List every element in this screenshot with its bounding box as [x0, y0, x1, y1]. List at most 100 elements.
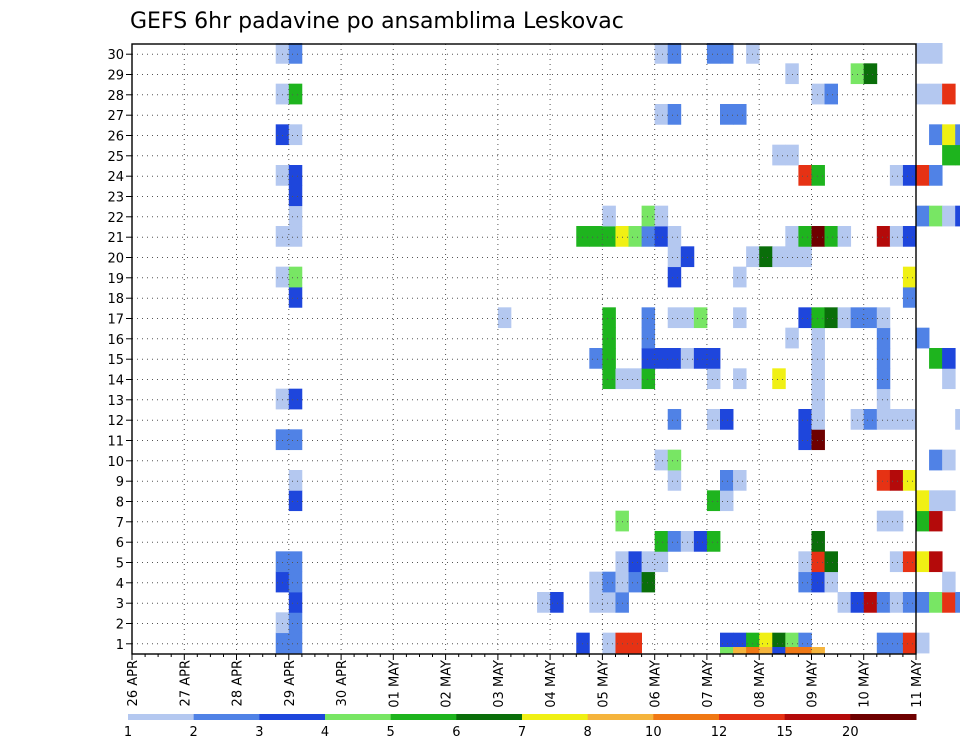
heatmap-cell [667, 43, 682, 64]
heatmap-cell [720, 409, 734, 430]
heatmap-cell [615, 571, 629, 593]
heatmap-cell [628, 571, 642, 593]
y-tick-label: 28 [107, 89, 124, 104]
heatmap-cell [837, 307, 852, 329]
heatmap-cell [811, 327, 825, 349]
heatmap-cell [275, 266, 290, 288]
heatmap-cell [811, 531, 825, 552]
heatmap-cell [288, 266, 303, 288]
colorbar-label: 7 [518, 725, 526, 740]
heatmap-cell [615, 226, 629, 247]
heatmap-cell [837, 592, 852, 613]
heatmap-cell [654, 348, 669, 369]
heatmap-cell [902, 632, 917, 654]
heatmap-cell [720, 43, 734, 64]
heatmap-cell [824, 83, 838, 105]
x-tick-label: 28 APR [231, 660, 246, 706]
heatmap-cell [772, 246, 786, 268]
heatmap-cell [942, 490, 956, 512]
heatmap-cell [641, 348, 656, 369]
heatmap-cell [902, 226, 917, 247]
heatmap-cell [929, 510, 943, 532]
heatmap-cell [589, 226, 603, 247]
heatmap-cell [850, 409, 865, 430]
x-tick-label: 29 APR [283, 660, 298, 706]
colorbar-swatch [128, 714, 195, 720]
heatmap-cell [628, 632, 642, 654]
y-tick-label: 18 [107, 292, 124, 307]
x-tick-label: 05 MAY [596, 660, 611, 708]
x-tick-label: 07 MAY [701, 660, 716, 708]
strip-cell [746, 647, 760, 654]
heatmap-cell [288, 83, 303, 105]
heatmap-cell [785, 246, 799, 268]
heatmap-cell [837, 226, 852, 247]
colorbar-swatch [784, 714, 851, 720]
heatmap-cell [680, 246, 695, 268]
heatmap-cell [641, 205, 656, 227]
heatmap-cell [288, 470, 303, 491]
heatmap-cell [876, 368, 891, 390]
heatmap-cell [576, 632, 590, 654]
heatmap-cell [680, 307, 695, 329]
heatmap-cell [811, 388, 825, 410]
heatmap-cell [667, 449, 682, 471]
y-tick-label: 14 [107, 374, 124, 389]
heatmap-cell [654, 449, 669, 471]
heatmap-cell [942, 144, 956, 166]
y-tick-label: 27 [107, 109, 124, 124]
heatmap-cell [706, 43, 721, 64]
colorbar-swatch [325, 714, 392, 720]
heatmap-cell [798, 409, 812, 430]
colorbar-label: 8 [584, 725, 592, 740]
heatmap-cell [902, 266, 917, 288]
heatmap-cell [288, 592, 303, 613]
heatmap-cell [798, 571, 812, 593]
x-tick-label: 30 APR [335, 660, 350, 706]
heatmap-cell [275, 124, 290, 146]
x-tick-label: 27 APR [178, 660, 193, 706]
x-tick-label: 11 MAY [910, 660, 925, 708]
heatmap-cell [733, 266, 747, 288]
x-tick-label: 09 MAY [806, 660, 821, 708]
x-tick-label: 02 MAY [440, 660, 455, 708]
y-tick-label: 16 [107, 333, 124, 348]
heatmap-cell [733, 104, 747, 125]
heatmap-cell [550, 592, 564, 613]
strip-cell [772, 647, 786, 654]
heatmap-cell [746, 246, 760, 268]
heatmap-cell [275, 43, 290, 64]
heatmap-cell [850, 63, 865, 85]
strip-cell [798, 647, 812, 654]
y-tick-label: 21 [107, 231, 124, 246]
heatmap-cell [641, 551, 656, 573]
heatmap-cell [876, 307, 891, 329]
heatmap-cell [955, 409, 960, 430]
heatmap-cell [706, 348, 721, 369]
heatmap-cell [641, 368, 656, 390]
heatmap-cell [798, 246, 812, 268]
heatmap-cell [876, 510, 891, 532]
heatmap-cell [602, 327, 616, 349]
y-tick-label: 9 [116, 475, 124, 490]
y-tick-label: 19 [107, 272, 124, 287]
chart-title: GEFS 6hr padavine po ansamblima Leskovac [130, 9, 624, 34]
heatmap-cell [916, 551, 930, 573]
heatmap-cell [955, 144, 960, 166]
heatmap-cell [876, 592, 891, 613]
heatmap-cell [798, 429, 812, 451]
heatmap-cell [942, 592, 956, 613]
heatmap-cell [785, 327, 799, 349]
y-tick-label: 26 [107, 130, 124, 145]
heatmap-cell [288, 205, 303, 227]
heatmap-cell [288, 124, 303, 146]
heatmap-cell [602, 348, 616, 369]
heatmap-cell [916, 43, 930, 64]
heatmap-cell [602, 368, 616, 390]
heatmap-cell [497, 307, 512, 329]
heatmap-cell [615, 551, 629, 573]
y-tick-label: 11 [107, 435, 124, 450]
heatmap-cell [641, 226, 656, 247]
y-tick-label: 30 [107, 48, 124, 63]
